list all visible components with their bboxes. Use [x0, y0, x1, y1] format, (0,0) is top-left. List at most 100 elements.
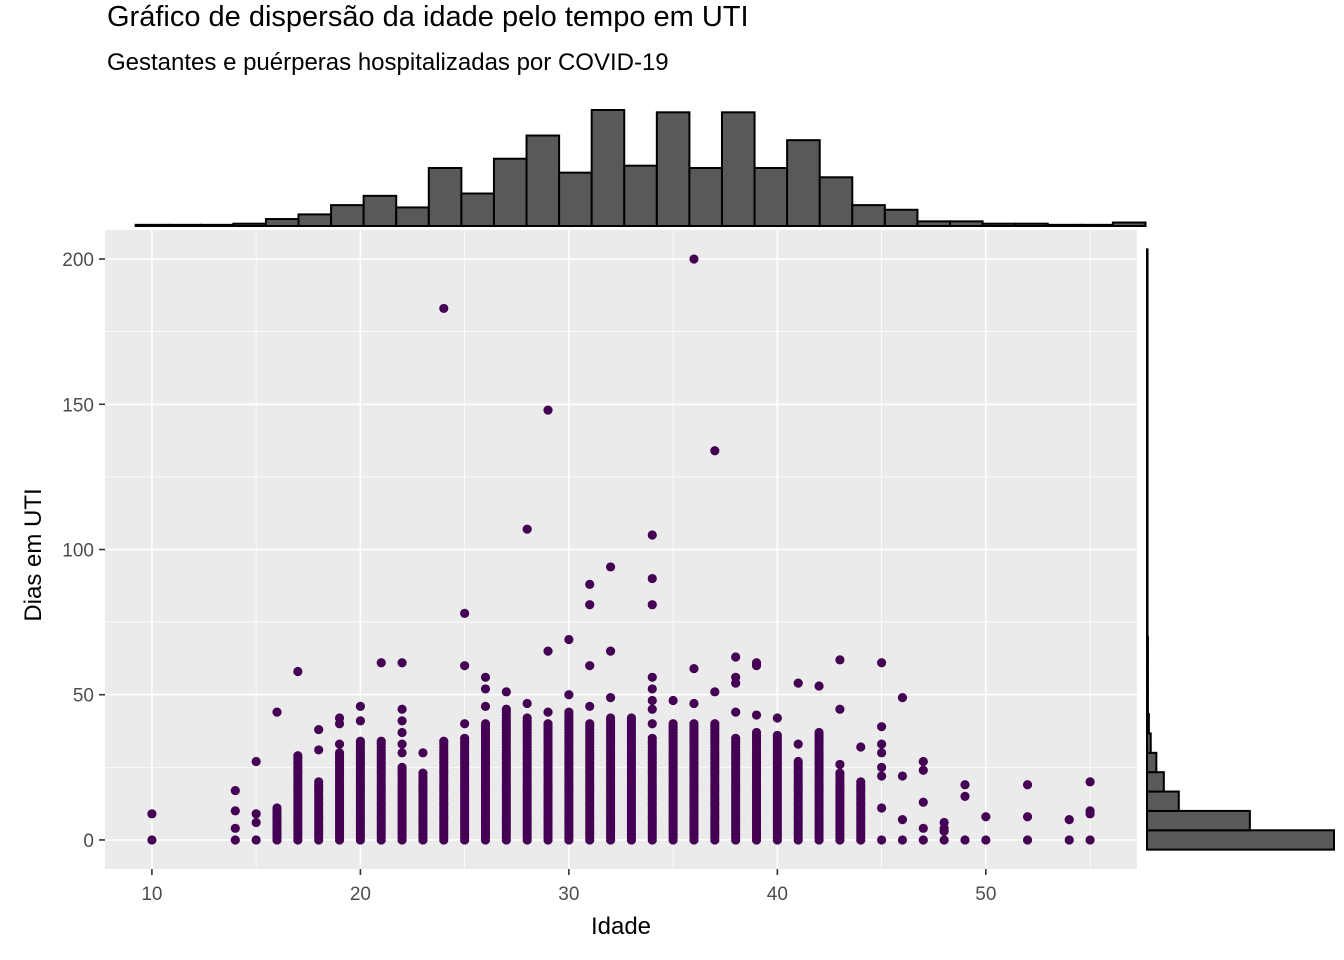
chart-title: Gráfico de dispersão da idade pelo tempo…	[107, 1, 749, 33]
scatter-point	[647, 530, 657, 540]
scatter-point	[251, 817, 261, 828]
scatter-point	[918, 765, 928, 775]
x-histogram-bar	[753, 167, 789, 227]
scatter-point	[460, 661, 470, 671]
scatter-point	[355, 716, 365, 726]
y-histogram-bar	[1146, 751, 1158, 774]
y-histogram-bar	[1146, 790, 1180, 812]
scatter-point	[751, 710, 762, 720]
scatter-point	[877, 803, 887, 813]
scatter-point	[710, 719, 720, 729]
scatter-point	[877, 722, 887, 732]
y-histogram-bar	[1146, 654, 1149, 677]
scatter-point	[460, 733, 470, 743]
scatter-point	[1085, 777, 1095, 787]
x-histogram-bar	[525, 134, 561, 228]
scatter-point	[981, 812, 991, 822]
x-histogram-bar	[949, 220, 984, 228]
scatter-point	[710, 687, 720, 697]
scatter-point	[1064, 835, 1074, 845]
scatter-point	[960, 780, 970, 790]
y-histogram-bar	[1146, 713, 1150, 735]
scatter-point	[918, 823, 928, 833]
y-histogram-bar	[1146, 306, 1149, 328]
scatter-point	[376, 736, 386, 746]
marginal-x-histogram	[134, 109, 1147, 228]
x-histogram-bar	[199, 223, 235, 227]
scatter-point	[397, 762, 407, 772]
x-histogram-bar	[1046, 223, 1082, 227]
scatter-point	[543, 707, 553, 717]
scatter-point	[981, 835, 991, 845]
scatter-point	[272, 803, 282, 813]
x-axis: 10 20 30 40 50	[141, 869, 996, 905]
scatter-point	[793, 739, 803, 749]
x-tick-label: 20	[350, 884, 371, 905]
scatter-point	[793, 678, 803, 688]
scatter-point	[585, 701, 595, 711]
scatter-point	[397, 739, 407, 749]
y-histogram-bar	[1146, 325, 1149, 348]
scatter-point	[877, 771, 887, 781]
x-histogram-bar	[720, 111, 756, 227]
scatter-point	[918, 756, 928, 767]
scatter-point	[522, 698, 532, 709]
y-histogram-bar	[1146, 674, 1149, 696]
scatter-point	[480, 684, 491, 694]
scatter-point	[230, 823, 240, 833]
scatter-point	[1085, 835, 1095, 845]
scatter-point	[564, 634, 574, 645]
scatter-point	[731, 707, 741, 717]
scatter-point	[334, 713, 345, 723]
y-histogram-bar	[1146, 558, 1149, 580]
scatter-point	[522, 524, 532, 534]
x-histogram-bar	[818, 176, 854, 227]
y-axis-title: Dias em UTI	[20, 488, 47, 621]
scatter-point	[439, 736, 449, 746]
scatter-point	[647, 600, 657, 610]
chart-subtitle: Gestantes e puérperas hospitalizadas por…	[107, 49, 669, 76]
x-histogram-bar	[623, 164, 658, 227]
scatter-point	[397, 658, 407, 668]
scatter-point	[647, 573, 657, 584]
scatter-point	[856, 742, 866, 752]
x-histogram-bar	[1111, 221, 1147, 228]
scatter-point	[668, 695, 678, 706]
y-histogram-bar	[1146, 248, 1149, 270]
scatter-point	[605, 713, 616, 723]
scatter-point	[543, 646, 553, 656]
y-histogram-bar	[1146, 829, 1335, 851]
scatter-point	[897, 815, 908, 825]
y-histogram-bar	[1146, 809, 1251, 832]
scatter-point	[605, 693, 616, 703]
scatter-point	[314, 777, 324, 787]
y-histogram-bar	[1146, 287, 1149, 309]
y-histogram-bar	[1146, 461, 1149, 483]
scatter-point	[147, 835, 157, 845]
scatter-point	[460, 608, 470, 619]
scatter-point	[251, 756, 261, 767]
scatter-point	[585, 600, 595, 610]
scatter-point	[480, 672, 491, 682]
y-tick-label: 0	[83, 831, 94, 852]
scatter-point	[647, 672, 657, 682]
scatter-point	[543, 405, 553, 415]
scatter-point	[251, 835, 261, 845]
scatter-point	[647, 719, 657, 729]
y-histogram-bar	[1146, 577, 1149, 599]
y-histogram-bar	[1146, 616, 1149, 638]
scatter-point	[835, 704, 845, 714]
scatter-point	[814, 727, 824, 738]
y-histogram-bar	[1146, 364, 1149, 386]
y-histogram-bar	[1146, 500, 1149, 522]
scatter-point	[585, 661, 595, 671]
scatter-point	[835, 655, 845, 665]
x-histogram-bar	[264, 218, 300, 227]
scatter-point	[939, 835, 949, 845]
scatter-point	[751, 658, 762, 668]
scatter-point	[814, 681, 824, 691]
scatter-point	[605, 646, 616, 656]
scatter-point	[668, 719, 678, 729]
scatter-point	[230, 785, 240, 796]
scatter-point	[647, 733, 657, 743]
